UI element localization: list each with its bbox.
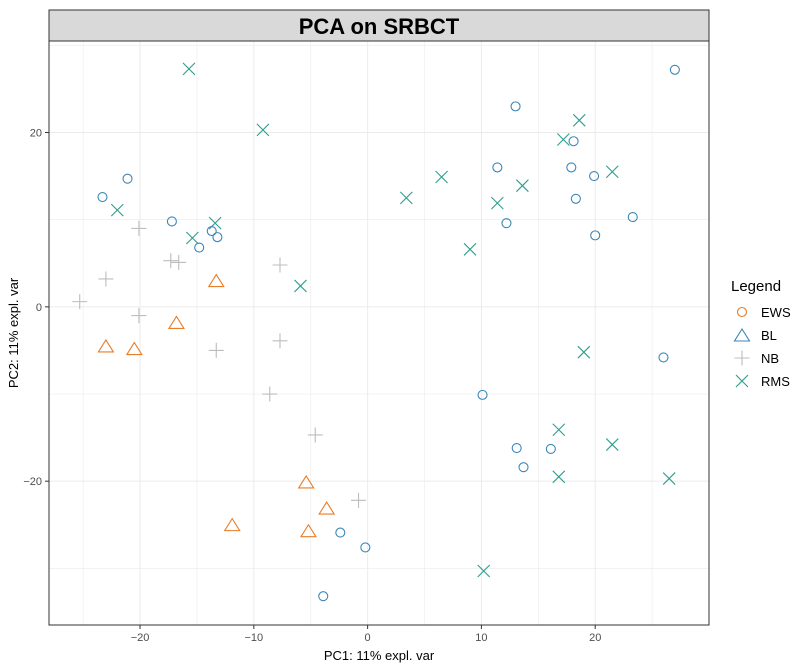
point-rms	[662, 472, 676, 485]
point-bl	[299, 523, 317, 538]
point-rms	[185, 231, 199, 245]
point-ews	[501, 218, 512, 229]
point-ews	[212, 232, 223, 243]
point-rms	[552, 470, 566, 484]
panel-border	[48, 40, 710, 626]
point-bl	[97, 338, 115, 353]
point-ews	[627, 212, 638, 223]
point-rms	[556, 133, 570, 146]
point-ews	[669, 64, 680, 75]
point-nb	[131, 220, 147, 236]
point-ews	[510, 101, 521, 112]
y-axis-label: PC2: 11% expl. var	[6, 277, 21, 388]
legend-label-nb: NB	[761, 351, 779, 366]
point-ews	[658, 352, 669, 363]
point-ews	[206, 225, 217, 237]
point-rms	[182, 62, 196, 76]
legend-label-rms: RMS	[761, 374, 790, 389]
point-rms	[477, 564, 491, 578]
point-ews	[545, 443, 556, 454]
legend-label-ews: EWS	[761, 305, 791, 320]
x-axis-label: PC1: 11% expl. var	[324, 648, 435, 663]
legend-key-bl-icon	[733, 327, 751, 342]
point-ews	[194, 242, 205, 253]
legend-title: Legend	[731, 278, 781, 295]
point-nb	[351, 492, 367, 508]
point-ews	[360, 542, 371, 553]
chart-title: PCA on SRBCT	[299, 14, 460, 39]
point-nb	[171, 254, 187, 270]
legend-key-ews-icon	[736, 306, 748, 318]
point-nb	[98, 271, 114, 287]
point-rms	[605, 438, 619, 451]
point-nb	[272, 333, 288, 349]
point-bl	[223, 517, 241, 532]
x-tick-label: 20	[589, 632, 601, 644]
y-tick-label: −20	[23, 476, 42, 488]
point-bl	[318, 501, 336, 515]
point-nb	[163, 253, 179, 269]
point-ews	[511, 443, 522, 454]
axis-ticks: −20 −10 0 10 20 −20 0 20	[23, 128, 601, 644]
point-ews	[590, 230, 601, 241]
x-tick-label: 10	[475, 632, 487, 644]
y-tick-label: 20	[30, 128, 42, 140]
point-rms	[552, 423, 566, 437]
point-rms	[399, 191, 413, 205]
point-rms	[515, 179, 529, 193]
plot-panel	[49, 41, 709, 625]
point-bl	[125, 341, 143, 356]
point-bl	[207, 273, 225, 288]
legend-key-rms-icon	[735, 374, 749, 388]
point-ews	[492, 162, 503, 173]
point-ews	[518, 462, 529, 473]
point-rms	[572, 113, 586, 127]
legend-keys	[733, 306, 751, 388]
point-ews	[318, 591, 329, 602]
point-rms	[110, 203, 124, 217]
point-ews	[570, 193, 581, 204]
point-rms	[294, 279, 307, 293]
point-rms	[256, 123, 270, 137]
point-bl	[297, 474, 315, 489]
point-ews	[477, 389, 488, 400]
point-ews	[566, 162, 577, 173]
point-nb	[72, 294, 88, 310]
point-rms	[605, 165, 619, 179]
point-ews	[335, 527, 346, 538]
point-rms	[490, 196, 504, 210]
point-rms	[577, 345, 591, 359]
point-nb	[272, 257, 288, 273]
point-nb	[131, 308, 147, 324]
grid-lines	[49, 41, 710, 625]
point-bl	[167, 315, 185, 329]
data-points	[72, 62, 680, 602]
point-nb	[307, 427, 323, 443]
point-rms	[435, 170, 448, 184]
point-rms	[208, 216, 222, 230]
point-ews	[568, 136, 579, 147]
x-tick-label: 0	[365, 632, 371, 644]
point-rms	[463, 242, 477, 256]
point-ews	[97, 191, 108, 203]
x-tick-label: −20	[131, 632, 150, 644]
point-ews	[589, 171, 600, 182]
title-strip	[48, 9, 710, 42]
point-ews	[122, 173, 133, 184]
y-tick-label: 0	[36, 302, 42, 314]
x-tick-label: −10	[244, 632, 263, 644]
legend: Legend EWS BL NB RMS	[731, 278, 791, 389]
legend-label-bl: BL	[761, 328, 777, 343]
point-nb	[262, 386, 278, 402]
point-ews	[166, 216, 177, 227]
legend-key-nb-icon	[734, 350, 750, 366]
point-nb	[208, 342, 224, 358]
